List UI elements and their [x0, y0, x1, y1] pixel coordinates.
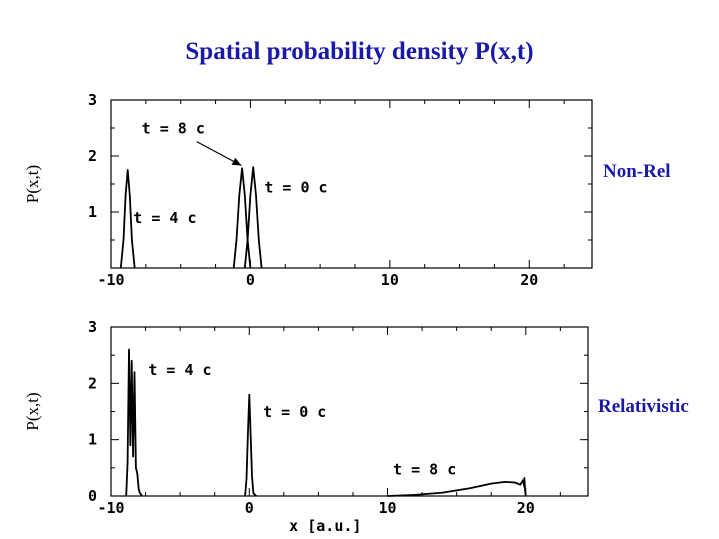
slide-title: Spatial probability density P(x,t) [185, 38, 534, 65]
curve-annotation: t = 4 c [133, 209, 196, 227]
y-tick-label: 3 [88, 91, 97, 109]
x-tick-label: 10 [378, 499, 396, 517]
curve-annotation: t = 4 c [148, 361, 211, 379]
series-1-line [119, 169, 136, 269]
x-tick-label: 10 [381, 271, 399, 289]
curve-annotation: t = 0 c [263, 403, 326, 421]
curve-annotation: t = 0 c [264, 178, 327, 196]
y-tick-label: 0 [88, 487, 97, 505]
x-axis-label: x [a.u.] [289, 517, 361, 535]
chart-panel-non-rel: -10 0 10 20 1 2 3 P(x,t) t = 8 c t = 0 c t = 4 c [23, 91, 593, 289]
series-1-line [125, 348, 143, 497]
x-tick-label: 20 [520, 271, 538, 289]
y-axis-label: P(x,t) [23, 165, 42, 203]
label-non-rel: Non-Rel [603, 161, 671, 182]
label-relativistic: Relativistic [598, 396, 689, 417]
x-tick-label: 0 [246, 271, 255, 289]
series-3-line [243, 166, 263, 269]
x-tick-label: 0 [245, 499, 254, 517]
y-axis-label: P(x,t) [23, 392, 42, 430]
curve-annotation: t = 8 c [142, 120, 205, 138]
arrow-head [231, 157, 242, 166]
y-tick-label: 1 [88, 203, 97, 221]
y-tick-label: 2 [88, 147, 97, 165]
arrow-annotation [196, 141, 242, 167]
series-2-line [232, 167, 252, 269]
plot-frame [110, 326, 589, 497]
y-tick-label: 3 [88, 318, 97, 336]
y-tick-label: 2 [88, 374, 97, 392]
x-tick-label: 20 [517, 499, 535, 517]
series-3-line [387, 477, 527, 497]
y-tick-label: 1 [88, 431, 97, 449]
x-tick-label: -10 [97, 271, 124, 289]
series-2-line [244, 393, 257, 497]
curve-annotation: t = 8 c [393, 461, 456, 479]
x-tick-label: -10 [97, 499, 124, 517]
